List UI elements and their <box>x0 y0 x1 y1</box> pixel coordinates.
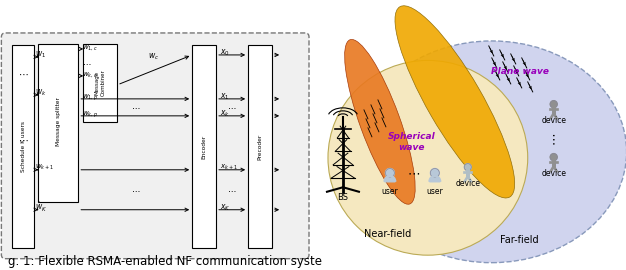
Text: Message
Combiner: Message Combiner <box>95 69 106 96</box>
Text: $\cdots$: $\cdots$ <box>82 58 91 68</box>
Text: $x_0$: $x_0$ <box>220 48 230 58</box>
FancyBboxPatch shape <box>13 45 34 248</box>
Text: Message splitter: Message splitter <box>56 97 61 146</box>
Ellipse shape <box>328 60 528 255</box>
Text: $\cdots$: $\cdots$ <box>227 102 237 111</box>
Text: device: device <box>541 116 566 125</box>
Text: $\cdots$: $\cdots$ <box>131 185 140 194</box>
Text: $x_{k+1}$: $x_{k+1}$ <box>220 163 238 172</box>
FancyBboxPatch shape <box>1 33 309 259</box>
Text: Precoder: Precoder <box>257 134 262 160</box>
Text: $w_1$: $w_1$ <box>35 50 46 60</box>
Text: user: user <box>426 187 443 196</box>
Text: user: user <box>381 187 398 196</box>
Circle shape <box>386 168 394 177</box>
Text: g. 1: Flexible RSMA-enabled NF communication syste: g. 1: Flexible RSMA-enabled NF communica… <box>8 255 322 268</box>
FancyBboxPatch shape <box>83 44 117 122</box>
Text: $\cdots$: $\cdots$ <box>408 166 421 179</box>
Text: $\dot{w}_K$: $\dot{w}_K$ <box>35 201 48 214</box>
Ellipse shape <box>357 41 626 263</box>
Circle shape <box>430 168 439 177</box>
FancyBboxPatch shape <box>248 45 272 248</box>
Text: $\cdots$: $\cdots$ <box>18 135 29 145</box>
Ellipse shape <box>345 39 415 204</box>
Text: $x_K$: $x_K$ <box>220 202 231 213</box>
Circle shape <box>550 154 557 161</box>
Text: $w_{k+1}$: $w_{k+1}$ <box>35 163 54 172</box>
Text: $x_1$: $x_1$ <box>220 92 230 102</box>
Text: Schedule K users: Schedule K users <box>21 121 26 172</box>
Circle shape <box>550 101 557 108</box>
Text: Far-field: Far-field <box>500 235 539 245</box>
Text: $w_{k,p}$: $w_{k,p}$ <box>82 110 98 120</box>
Polygon shape <box>385 176 395 182</box>
Text: BS: BS <box>337 193 349 202</box>
Text: $\cdots$: $\cdots$ <box>547 133 560 146</box>
Text: $\cdots$: $\cdots$ <box>227 185 237 194</box>
Polygon shape <box>429 176 440 182</box>
Text: Plane wave: Plane wave <box>491 68 549 76</box>
Text: device: device <box>541 169 566 178</box>
Text: $w_k$: $w_k$ <box>35 88 47 98</box>
Text: Encoder: Encoder <box>202 135 207 159</box>
Text: $\cdots$: $\cdots$ <box>18 69 29 79</box>
FancyBboxPatch shape <box>38 44 78 202</box>
FancyBboxPatch shape <box>192 45 216 248</box>
Text: Spherical
wave: Spherical wave <box>388 132 436 151</box>
Circle shape <box>464 164 471 171</box>
Text: Near-field: Near-field <box>364 229 411 239</box>
Ellipse shape <box>395 6 515 198</box>
Text: $\cdots$: $\cdots$ <box>131 102 140 111</box>
Text: $w_{1,c}$: $w_{1,c}$ <box>82 43 98 52</box>
Text: $w_{k,c}$: $w_{k,c}$ <box>82 70 98 79</box>
Text: $w_c$: $w_c$ <box>148 52 160 62</box>
Text: device: device <box>455 179 480 188</box>
Text: $x_k$: $x_k$ <box>220 109 230 119</box>
Text: $w_{1,p}$: $w_{1,p}$ <box>82 93 98 103</box>
